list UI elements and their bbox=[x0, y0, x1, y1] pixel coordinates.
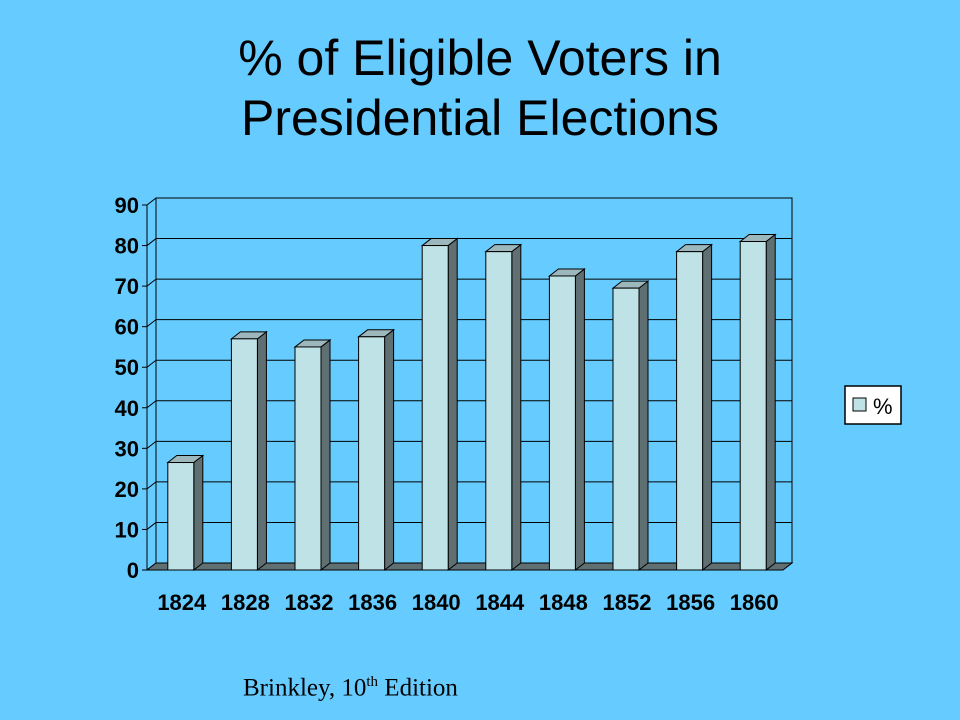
gridline-side bbox=[146, 238, 157, 246]
bar bbox=[420, 237, 459, 572]
gridline-side bbox=[146, 440, 157, 449]
title-line-2: Presidential Elections bbox=[240, 90, 720, 146]
legend: % bbox=[844, 385, 902, 425]
bar-side bbox=[193, 454, 204, 572]
gridline-side bbox=[146, 481, 157, 490]
x-tick-label: 1840 bbox=[412, 590, 461, 615]
y-tick-label: 50 bbox=[115, 355, 139, 380]
source-superscript: th bbox=[366, 674, 379, 690]
bar-front bbox=[294, 346, 322, 571]
y-tick-label: 30 bbox=[115, 436, 139, 461]
y-tick-label: 10 bbox=[115, 517, 139, 542]
x-tick-label: 1860 bbox=[730, 590, 779, 615]
y-tick-label: 0 bbox=[127, 558, 139, 583]
x-tick-label: 1848 bbox=[539, 590, 588, 615]
bar bbox=[484, 243, 523, 572]
gridline-side bbox=[146, 319, 157, 328]
bar-front bbox=[739, 241, 767, 571]
bar-front bbox=[421, 245, 449, 571]
bar-side bbox=[702, 243, 713, 572]
y-tick-label: 40 bbox=[115, 396, 139, 421]
bar-front bbox=[548, 275, 576, 571]
bar-front bbox=[676, 251, 704, 571]
bar-side bbox=[638, 280, 649, 572]
source-prefix: Brinkley, 10 bbox=[243, 674, 367, 702]
gridline-side bbox=[146, 278, 157, 287]
x-tick-label: 1836 bbox=[348, 590, 397, 615]
x-tick-label: 1852 bbox=[603, 590, 652, 615]
bar bbox=[357, 328, 396, 572]
gridline-side bbox=[146, 359, 157, 368]
bar-side bbox=[574, 267, 585, 572]
x-tick-label: 1824 bbox=[157, 590, 207, 615]
x-tick-label: 1828 bbox=[221, 590, 270, 615]
y-tick-label: 60 bbox=[115, 315, 139, 340]
y-tick-label: 80 bbox=[115, 234, 139, 259]
legend-swatch bbox=[852, 397, 867, 412]
gridline-side bbox=[146, 197, 157, 206]
bar bbox=[675, 243, 714, 572]
gridline-side bbox=[146, 400, 157, 409]
bar-side bbox=[384, 328, 395, 572]
bar-side bbox=[256, 330, 267, 572]
source-citation: Brinkley, 10th Edition bbox=[243, 674, 458, 702]
bar bbox=[166, 454, 205, 572]
bar-front bbox=[612, 287, 640, 571]
bar bbox=[293, 338, 332, 572]
title-line-1: % of Eligible Voters in bbox=[238, 30, 722, 86]
slide-title: % of Eligible Voters in Presidential Ele… bbox=[0, 28, 960, 148]
x-tick-label: 1856 bbox=[666, 590, 715, 615]
y-tick-label: 20 bbox=[115, 477, 139, 502]
bar-side bbox=[447, 237, 458, 572]
bar-front bbox=[358, 336, 386, 571]
x-tick-label: 1832 bbox=[285, 590, 334, 615]
bar bbox=[547, 267, 586, 572]
bar-side bbox=[320, 338, 331, 572]
bar-front bbox=[485, 251, 513, 571]
bar-side bbox=[765, 233, 776, 572]
bar bbox=[738, 233, 777, 572]
y-tick-label: 70 bbox=[115, 274, 139, 299]
bar bbox=[611, 280, 650, 572]
bar-front bbox=[167, 462, 195, 571]
legend-label: % bbox=[873, 394, 893, 419]
bar-front bbox=[230, 338, 258, 571]
gridline-side bbox=[146, 522, 157, 530]
bar-side bbox=[511, 243, 522, 572]
x-tick-label: 1844 bbox=[475, 590, 525, 615]
source-suffix: Edition bbox=[378, 674, 458, 702]
bar bbox=[229, 330, 268, 572]
y-tick-label: 90 bbox=[115, 193, 139, 218]
